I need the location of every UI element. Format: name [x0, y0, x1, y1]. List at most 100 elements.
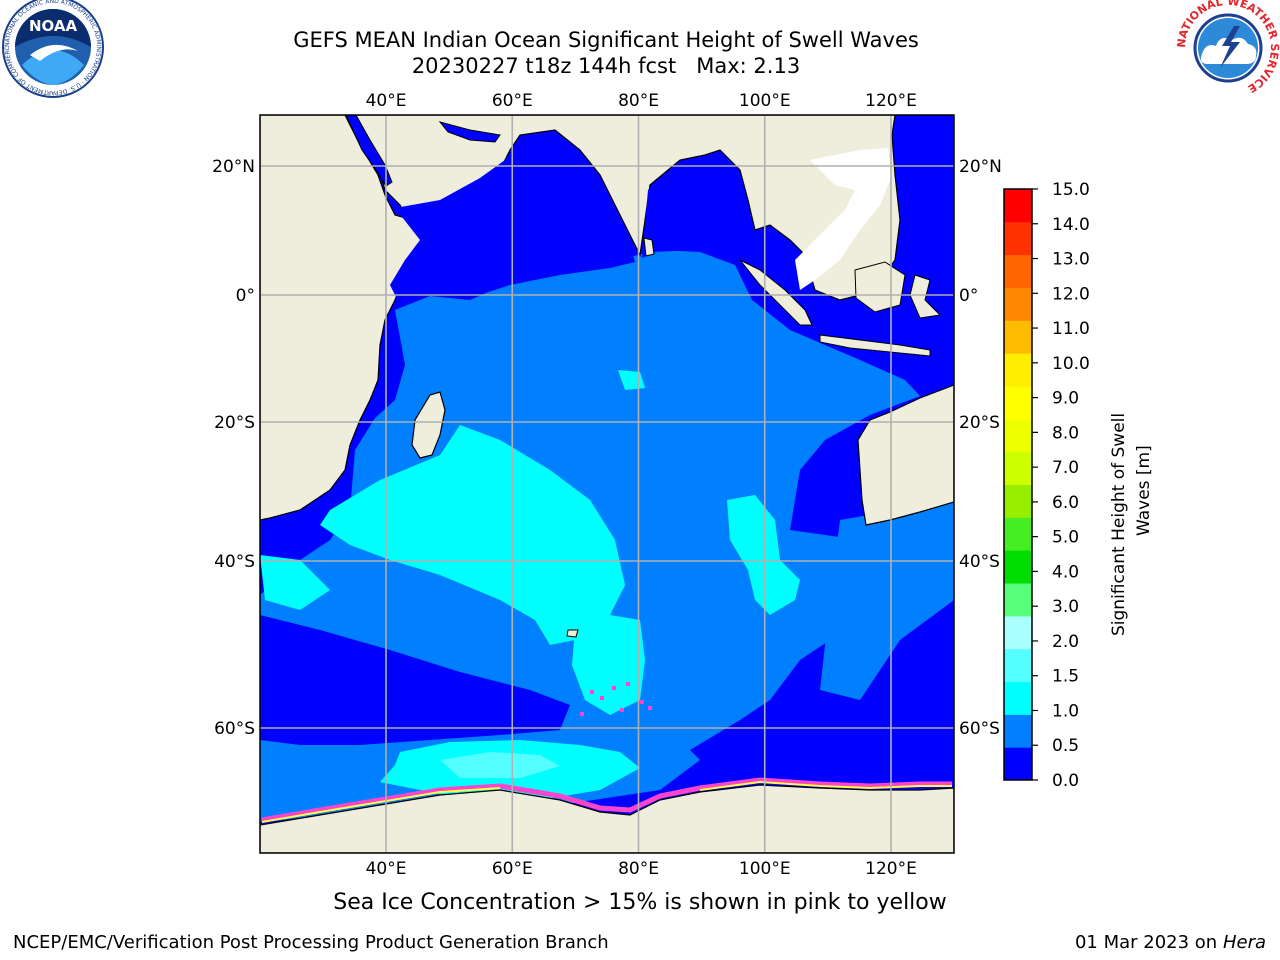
gridlines [260, 115, 954, 853]
map-frame [259, 114, 955, 854]
footer-date: 01 Mar 2023 on [1074, 932, 1218, 953]
noaa-logo: NATIONAL OCEANIC AND ATMOSPHERIC ADMINIS… [0, 0, 104, 98]
colorbar-ticks: 15.0 14.0 13.0 12.0 11.0 10.0 9.0 8.0 7.0 6.0 5.0 4… [1032, 180, 1090, 791]
lon-label-top: 80°E [618, 91, 659, 111]
lon-label-bottom: 80°E [618, 859, 659, 879]
sea-ice-yellow [261, 780, 952, 823]
colorbar-tick-label: 1.0 [1052, 701, 1079, 721]
colorbar-swatch [1004, 583, 1032, 617]
colorbar-tick-label: 15.0 [1052, 180, 1090, 200]
colorbar-swatch [1004, 550, 1032, 584]
lon-label-bottom: 40°E [366, 859, 407, 879]
footer-machine: Hera [1222, 932, 1266, 953]
colorbar-tick-label: 9.0 [1052, 389, 1079, 409]
colorbar-swatch [1004, 221, 1032, 256]
red-sea [345, 115, 393, 187]
footer-branch: NCEP/EMC/Verification Post Processing Pr… [13, 932, 609, 953]
colorbar-swatch [1004, 517, 1032, 551]
land-sri-lanka [643, 237, 655, 257]
lat-labels-left: 20°N 0° 20°S 40°S 60°S [212, 157, 255, 739]
swell-deep-blue-southwest [260, 615, 570, 745]
lon-label-top: 100°E [739, 91, 791, 111]
colorbar-swatch [1004, 714, 1032, 748]
colorbar-tick-label: 5.0 [1052, 528, 1079, 548]
lat-label-right: 0° [959, 286, 978, 306]
lon-labels-bottom: 40°E 60°E 80°E 100°E 120°E [366, 859, 917, 879]
swell-band-east [820, 500, 954, 700]
colorbar-swatch [1004, 484, 1032, 518]
colorbar-label: Significant Height of Swell Waves [m] [1109, 407, 1154, 636]
lon-label-bottom: 60°E [492, 859, 533, 879]
colorbar-tick-label: 0.5 [1052, 736, 1079, 756]
colorbar-tick-label: 6.0 [1052, 493, 1079, 513]
max-value: Max: 2.13 [696, 54, 801, 78]
missing-data-scs [795, 148, 892, 290]
lon-label-top: 60°E [492, 91, 533, 111]
sea-ice-pink [261, 777, 952, 823]
swell-cyan-far-west [260, 555, 330, 610]
map-area [260, 115, 954, 853]
lat-label-right: 60°S [959, 719, 1000, 739]
colorbar-swatch [1004, 418, 1032, 453]
land-java [819, 334, 931, 357]
colorbar-swatch [1004, 681, 1032, 715]
land-kerguelen [566, 629, 579, 638]
colorbar-tick-label: 7.0 [1052, 458, 1079, 478]
colorbar-tick-label: 13.0 [1052, 250, 1090, 270]
colorbar-swatch [1004, 287, 1032, 321]
forecast-date: 20230227 t18z 144h fcst [411, 54, 677, 78]
footer-run-info: 01 Mar 2023 on Hera [1075, 932, 1266, 953]
colorbar [1003, 188, 1033, 781]
colorbar-label-line1: Significant Height of Swell [1109, 413, 1129, 636]
colorbar-swatch [1004, 451, 1032, 485]
lon-label-top: 120°E [865, 91, 917, 111]
lat-label-right: 20°N [959, 157, 1002, 177]
colorbar-tick-label: 11.0 [1052, 319, 1090, 339]
colorbar-label-line2: Waves [m] [1134, 445, 1154, 536]
svg-text:NOAA: NOAA [29, 17, 78, 35]
colorbar-swatch [1004, 386, 1032, 420]
colorbar-swatch [1004, 353, 1032, 387]
lat-labels-right: 20°N 0° 20°S 40°S 60°S [959, 157, 1002, 739]
colorbar-tick-label: 12.0 [1052, 284, 1090, 304]
colorbar-swatch [1004, 648, 1032, 682]
swell-cyan-east [727, 495, 800, 615]
swell-cyan-west [320, 425, 625, 645]
colorbar-tick-label: 3.0 [1052, 597, 1079, 617]
land-east-africa [260, 115, 442, 521]
land-antarctica [260, 784, 954, 853]
land-australia [857, 384, 954, 526]
lon-label-bottom: 100°E [739, 859, 791, 879]
land-madagascar [411, 391, 446, 459]
colorbar-tick-label: 10.0 [1052, 354, 1090, 374]
colorbar-swatch [1004, 747, 1032, 781]
bay-of-bengal [642, 160, 758, 265]
map-title: GEFS MEAN Indian Ocean Significant Heigh… [293, 28, 919, 52]
lat-label-left: 20°S [214, 413, 255, 433]
land-borneo [854, 261, 906, 313]
sea-ice-caption: Sea Ice Concentration > 15% is shown in … [333, 890, 947, 915]
lat-label-right: 20°S [959, 413, 1000, 433]
land-sumatra [739, 259, 813, 326]
lat-label-left: 20°N [212, 157, 255, 177]
colorbar-frame [1003, 188, 1033, 781]
lat-label-left: 60°S [214, 719, 255, 739]
sea-ice-patches [580, 682, 652, 716]
lat-label-left: 40°S [214, 552, 255, 572]
lon-labels-top: 40°E 60°E 80°E 100°E 120°E [366, 91, 917, 111]
colorbar-tick-label: 4.0 [1052, 562, 1079, 582]
persian-gulf [438, 121, 501, 143]
lat-label-right: 40°S [959, 552, 1000, 572]
colorbar-tick-label: 0.0 [1052, 771, 1079, 791]
lat-label-left: 0° [236, 286, 255, 306]
colorbar-swatch [1004, 615, 1032, 650]
colorbar-tick-label: 2.0 [1052, 632, 1079, 652]
map-subtitle: 20230227 t18z 144h fcst Max: 2.13 [0, 53, 1212, 79]
nws-logo: NATIONAL WEATHER SERVICE [1176, 0, 1280, 98]
colorbar-tick-label: 1.5 [1052, 667, 1079, 687]
colorbar-tick-label: 14.0 [1052, 215, 1090, 235]
colorbar-swatch [1004, 189, 1032, 223]
swell-lightcyan-south [440, 752, 560, 778]
colorbar-swatch [1004, 320, 1032, 354]
